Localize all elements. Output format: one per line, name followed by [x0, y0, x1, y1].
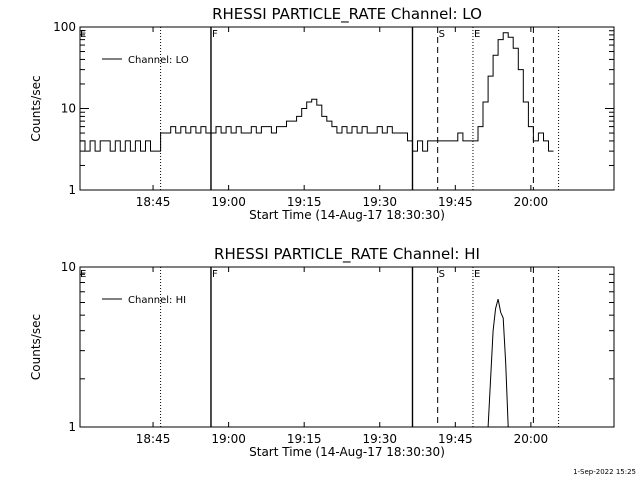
plot-frame	[79, 26, 615, 191]
chart-lo-panel: RHESSI PARTICLE_RATE Channel: LO 18:45 19:…	[29, 5, 615, 222]
x-tick-label: 18:45	[136, 432, 171, 446]
event-marker-e: E	[80, 29, 86, 40]
event-marker-f: F	[212, 269, 218, 280]
x-tick-label: 19:30	[362, 432, 397, 446]
legend-label: Channel: HI	[128, 295, 186, 306]
event-marker-s: S	[439, 29, 445, 40]
chart-hi-panel: RHESSI PARTICLE_RATE Channel: HI 18:45 19:…	[29, 245, 615, 459]
plot-frame	[79, 266, 615, 428]
x-axis-label: Start Time (14-Aug-17 18:30:30)	[249, 208, 445, 222]
x-tick-label: 20:00	[514, 195, 549, 209]
y-tick-label: 1	[68, 420, 76, 434]
event-marker-f: F	[212, 29, 218, 40]
y-axis-label: Counts/sec	[29, 314, 43, 380]
x-tick-label: 19:00	[211, 195, 246, 209]
x-tick-label: 19:30	[362, 195, 397, 209]
x-tick-label: 18:45	[136, 195, 171, 209]
y-tick-label: 10	[61, 260, 76, 274]
event-marker-e: E	[474, 269, 480, 280]
y-tick-label: 100	[53, 20, 76, 34]
event-marker-s: S	[439, 269, 445, 280]
x-tick-label: 19:45	[438, 195, 473, 209]
x-tick-label: 19:15	[287, 432, 322, 446]
x-tick-label: 19:45	[438, 432, 473, 446]
y-axis-label: Counts/sec	[29, 75, 43, 141]
legend-label: Channel: LO	[128, 55, 189, 66]
y-tick-label: 1	[68, 183, 76, 197]
series-line-lo	[80, 32, 554, 152]
series-line-hi	[487, 298, 509, 428]
x-tick-label: 19:00	[211, 432, 246, 446]
y-tick-label: 10	[61, 102, 76, 116]
x-tick-label: 20:00	[514, 432, 549, 446]
x-tick-label: 19:15	[287, 195, 322, 209]
event-marker-e: E	[474, 29, 480, 40]
chart-title: RHESSI PARTICLE_RATE Channel: LO	[212, 5, 482, 24]
footer-timestamp: 1-Sep-2022 15:25	[573, 468, 636, 476]
chart-title: RHESSI PARTICLE_RATE Channel: HI	[214, 245, 480, 264]
event-marker-e: E	[80, 269, 86, 280]
x-axis-label: Start Time (14-Aug-17 18:30:30)	[249, 445, 445, 459]
